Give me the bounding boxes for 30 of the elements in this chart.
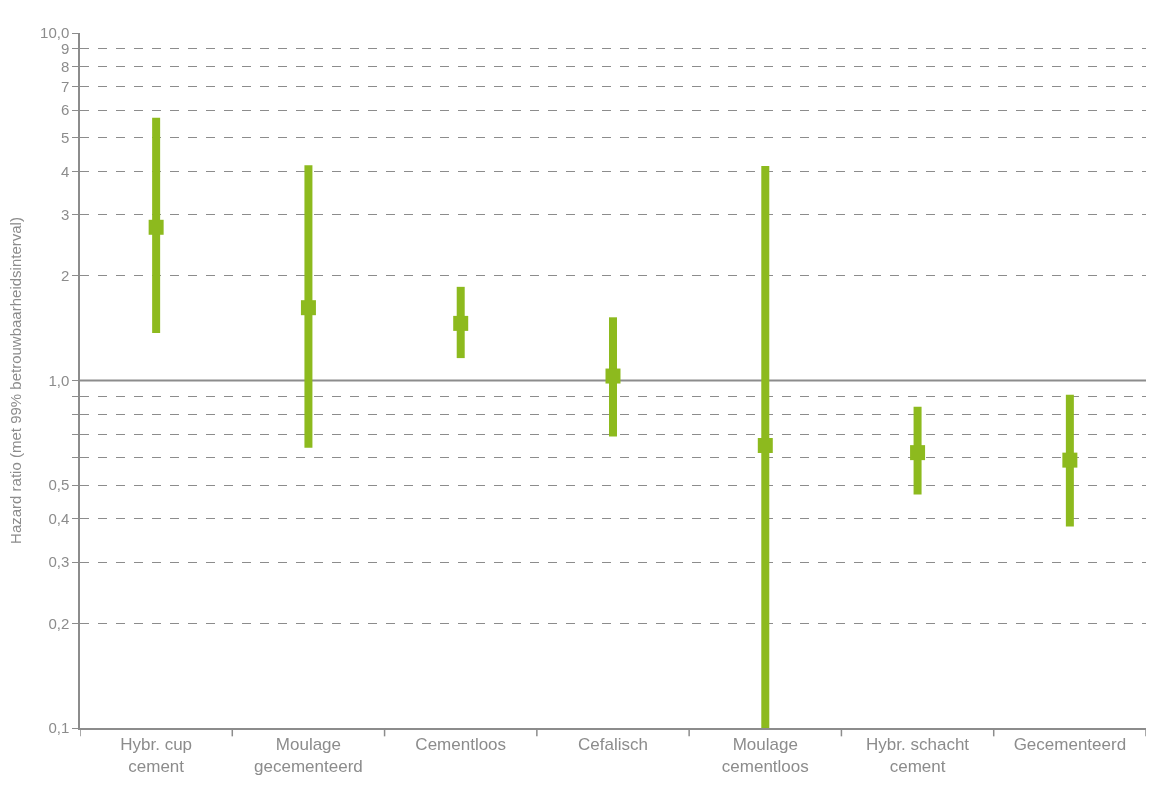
y-axis-title: Hazard ratio (met 99% betrouwbaarheidsinterval)	[6, 217, 24, 544]
point	[453, 315, 469, 331]
x-tick-label: Cefalisch	[578, 735, 648, 755]
point	[148, 219, 164, 235]
y-tick-label: 10,0	[40, 24, 70, 42]
y-tick-label: 0,4	[48, 510, 70, 528]
point	[300, 300, 316, 316]
y-tick-label: 9	[60, 40, 70, 58]
x-tick-label: Gecementeerd	[1013, 735, 1127, 755]
y-tick-label: 1,0	[48, 371, 70, 389]
y-tick-label: 0,2	[48, 614, 70, 632]
y-tick-label: 2	[60, 267, 70, 285]
y-tick-label: 0,5	[48, 476, 70, 494]
x-tick-label: Hybr. schacht cement	[866, 735, 970, 777]
y-tick-label: 0,3	[48, 553, 70, 571]
y-tick-label: 6	[60, 101, 70, 119]
x-tick-label: Moulage gecementeerd	[254, 735, 363, 777]
point	[1062, 452, 1078, 468]
point	[910, 445, 926, 461]
y-tick-label: 7	[60, 78, 70, 96]
y-tick-label: 3	[60, 205, 70, 223]
y-tick-label: 4	[60, 162, 70, 180]
point	[605, 368, 621, 384]
point	[757, 438, 773, 454]
y-tick-label: 0,1	[48, 719, 70, 737]
x-tick-label: Cementloos	[415, 735, 507, 755]
x-tick-label: Moulage cementloos	[721, 735, 809, 777]
y-tick-label: 5	[60, 128, 70, 146]
x-tick-label: Hybr. cup cement	[120, 735, 193, 777]
y-tick-label: 8	[60, 57, 70, 75]
